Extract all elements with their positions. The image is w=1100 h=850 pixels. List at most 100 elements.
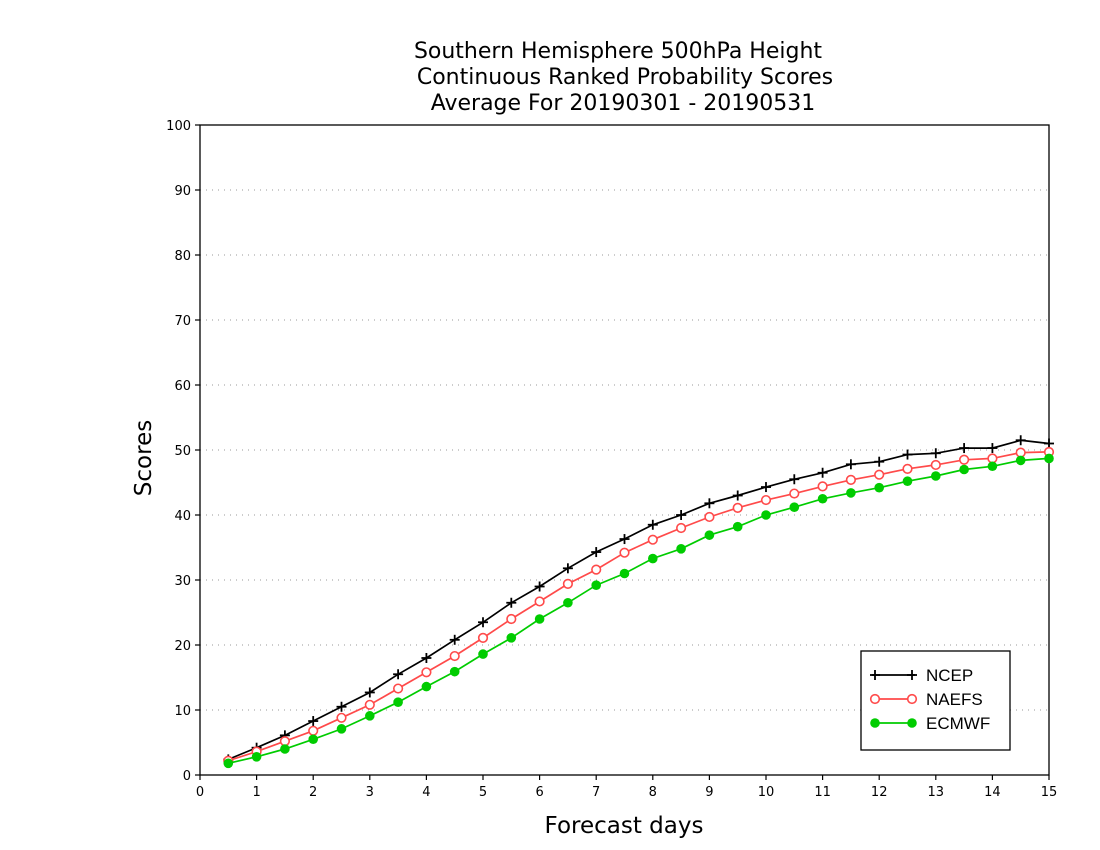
point-naefs-10 [506, 613, 517, 625]
x-tick-label-6: 6 [535, 785, 543, 800]
legend-marker-start-ecmwf [870, 718, 880, 728]
legend-label-ncep: NCEP [926, 666, 973, 685]
y-tick-label-20: 20 [174, 639, 191, 654]
point-naefs-15 [647, 534, 658, 545]
series-naefs [223, 446, 1055, 766]
point-ecmwf-16 [676, 544, 686, 554]
legend: NCEP NAEFS ECMWF [860, 650, 1011, 751]
point-ecmwf-12 [563, 597, 573, 608]
point-naefs-13 [591, 564, 602, 575]
point-ncep-25 [930, 448, 941, 459]
point-ecmwf-11 [534, 614, 545, 624]
point-ecmwf-0 [223, 758, 234, 769]
point-ecmwf-28 [1015, 455, 1026, 466]
point-ecmwf-10 [506, 633, 517, 643]
point-ncep-26 [959, 443, 970, 454]
point-naefs-8 [449, 650, 460, 662]
point-naefs-26 [958, 454, 970, 465]
x-tick-label-14: 14 [984, 785, 1001, 800]
title-line-3: Average For 20190301 - 20190531 [431, 91, 816, 116]
legend-item-ncep: NCEP [870, 666, 973, 685]
point-ncep-5 [364, 687, 375, 698]
point-ncep-27 [987, 443, 998, 454]
point-ecmwf-24 [902, 476, 913, 487]
y-tick-label-10: 10 [174, 704, 191, 719]
point-naefs-24 [902, 463, 913, 474]
point-ecmwf-9 [478, 649, 488, 659]
x-tick-label-7: 7 [592, 785, 600, 800]
point-ecmwf-20 [789, 502, 800, 512]
point-ecmwf-4 [336, 724, 347, 734]
point-ncep-15 [647, 519, 658, 530]
legend-item-naefs: NAEFS [869, 690, 983, 709]
point-ncep-28 [1015, 435, 1026, 446]
point-ncep-10 [506, 597, 517, 608]
x-tick-label-5: 5 [479, 785, 487, 800]
point-ncep-11 [534, 581, 545, 592]
point-naefs-9 [477, 632, 489, 643]
x-tick-label-4: 4 [422, 785, 430, 800]
series-ecmwf [223, 453, 1054, 769]
y-tick-label-80: 80 [174, 249, 191, 264]
point-ncep-14 [619, 534, 630, 545]
point-ncep-3 [308, 716, 319, 727]
point-ecmwf-2 [280, 744, 290, 754]
point-ecmwf-17 [704, 530, 715, 540]
point-ecmwf-6 [393, 697, 403, 707]
point-ecmwf-8 [449, 666, 460, 677]
point-ecmwf-15 [648, 553, 658, 564]
legend-marker-end-ncep [907, 670, 917, 680]
point-ecmwf-22 [846, 488, 856, 498]
point-ncep-16 [676, 510, 687, 520]
legend-marker-start-naefs [869, 693, 881, 705]
y-tick-label-30: 30 [174, 574, 191, 589]
legend-marker-start-ncep [870, 670, 880, 680]
chart-title: Southern Hemisphere 500hPa Height Contin… [414, 39, 833, 116]
point-ecmwf-25 [931, 471, 941, 481]
point-ncep-22 [845, 459, 856, 470]
point-ecmwf-21 [817, 493, 828, 504]
point-ncep-4 [336, 701, 347, 712]
title-line-1: Southern Hemisphere 500hPa Height [414, 39, 822, 64]
point-naefs-22 [845, 474, 857, 486]
point-naefs-12 [562, 578, 574, 590]
legend-label-naefs: NAEFS [926, 690, 983, 709]
point-ecmwf-13 [591, 580, 601, 590]
point-naefs-4 [336, 712, 347, 723]
legend-item-ecmwf: ECMWF [870, 714, 990, 733]
point-ncep-18 [732, 490, 743, 501]
point-ncep-17 [704, 498, 715, 509]
point-naefs-3 [308, 725, 319, 736]
point-naefs-11 [534, 596, 545, 607]
point-ncep-7 [421, 653, 432, 663]
y-tick-label-50: 50 [174, 444, 191, 459]
x-tick-label-10: 10 [758, 785, 775, 800]
point-naefs-20 [789, 488, 800, 499]
x-axis-title: Forecast days [545, 813, 704, 839]
point-ecmwf-26 [959, 464, 969, 475]
point-ecmwf-3 [308, 734, 319, 745]
point-ncep-9 [478, 617, 488, 628]
point-naefs-21 [817, 481, 828, 492]
point-ncep-12 [562, 563, 573, 574]
point-naefs-18 [732, 502, 743, 513]
y-tick-label-90: 90 [174, 184, 191, 199]
point-ncep-13 [591, 547, 602, 558]
legend-label-ecmwf: ECMWF [926, 714, 990, 733]
x-tick-label-15: 15 [1041, 785, 1058, 800]
x-tick-label-13: 13 [928, 785, 945, 800]
point-ecmwf-5 [365, 711, 375, 721]
title-line-2: Continuous Ranked Probability Scores [417, 65, 833, 90]
point-ncep-6 [393, 669, 404, 680]
point-ncep-21 [817, 467, 828, 478]
point-ncep-29 [1044, 438, 1054, 449]
grid-lines [200, 189, 1049, 711]
point-naefs-5 [364, 699, 375, 710]
point-ncep-19 [761, 482, 771, 493]
x-tick-label-12: 12 [871, 785, 888, 800]
point-ecmwf-1 [251, 752, 262, 762]
x-tick-label-3: 3 [366, 785, 374, 800]
legend-marker-end-ecmwf [907, 718, 917, 728]
